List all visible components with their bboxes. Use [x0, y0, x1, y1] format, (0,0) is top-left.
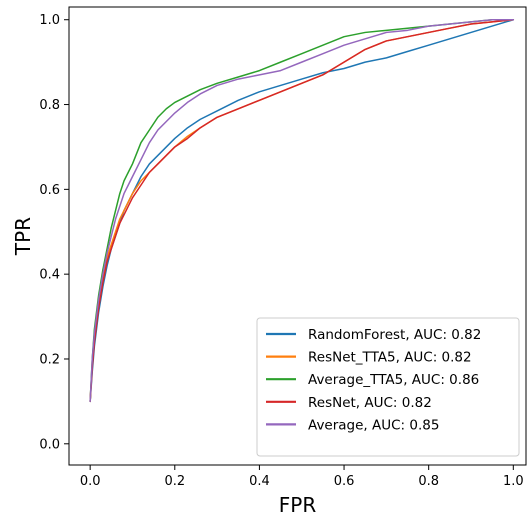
- x-tick-label: 0.0: [80, 474, 101, 489]
- y-tick-label: 0.8: [39, 98, 60, 113]
- plot-border: [68, 6, 527, 466]
- legend: RandomForest, AUC: 0.82 ResNet_TTA5, AUC:…: [256, 317, 520, 457]
- series-line-2: [89, 18, 515, 403]
- x-tick-label: 0.8: [418, 474, 439, 489]
- y-tick-label: 0.4: [39, 268, 60, 283]
- x-axis-label: FPR: [279, 493, 317, 517]
- series-line-4: [89, 18, 515, 403]
- legend-entry-label: ResNet_TTA5, AUC: 0.82: [308, 350, 472, 366]
- x-tick-label: 0.6: [334, 474, 355, 489]
- y-tick-label: 0.6: [39, 183, 60, 198]
- legend-entry-label: Average, AUC: 0.85: [308, 417, 439, 433]
- y-tick-label: 0.2: [39, 352, 60, 367]
- x-tick-label: 0.2: [164, 474, 185, 489]
- y-axis-label: TPR: [11, 217, 35, 256]
- legend-entry-label: RandomForest, AUC: 0.82: [308, 327, 481, 343]
- plot-frame: [68, 6, 527, 466]
- series-line-3: [89, 18, 515, 403]
- legend-entry-label: Average_TTA5, AUC: 0.86: [308, 372, 479, 388]
- y-tick-label: 0.0: [39, 437, 60, 452]
- x-tick-label: 1.0: [503, 474, 524, 489]
- x-tick-label: 0.4: [249, 474, 270, 489]
- legend-box: [256, 317, 520, 457]
- series-lines: [89, 18, 515, 403]
- axes: 0.0 0.2 0.4 0.6 0.8 1.0 0.0 0.2 0.4 0.6 0.8 1.0: [39, 13, 523, 489]
- legend-entry-label: ResNet, AUC: 0.82: [308, 395, 432, 411]
- y-tick-label: 1.0: [39, 13, 60, 28]
